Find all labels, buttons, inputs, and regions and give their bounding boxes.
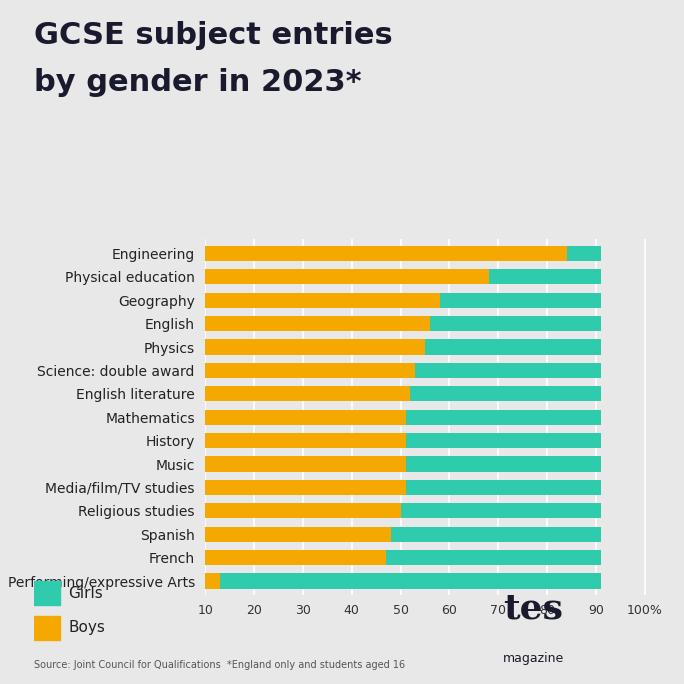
Bar [567, 246, 601, 261]
Bar [205, 527, 391, 542]
Bar [205, 503, 401, 518]
FancyBboxPatch shape [34, 581, 60, 605]
Text: Source: Joint Council for Qualifications  *England only and students aged 16: Source: Joint Council for Qualifications… [34, 660, 406, 670]
Bar [415, 363, 601, 378]
Bar [391, 527, 601, 542]
Bar [205, 363, 415, 378]
Bar [205, 456, 406, 472]
Text: Boys: Boys [68, 620, 105, 635]
Bar [205, 573, 220, 589]
Bar [401, 503, 601, 518]
Bar [205, 433, 406, 448]
Bar [205, 339, 425, 354]
Bar [410, 386, 601, 402]
Bar [205, 410, 406, 425]
Text: by gender in 2023*: by gender in 2023* [34, 68, 362, 97]
Bar [205, 480, 406, 495]
Bar [430, 316, 601, 331]
Bar [440, 293, 601, 308]
Bar [205, 386, 410, 402]
Bar [406, 410, 601, 425]
Text: tes: tes [503, 592, 564, 626]
Bar [386, 550, 601, 565]
Bar [406, 480, 601, 495]
Text: Girls: Girls [68, 586, 103, 601]
Bar [488, 269, 601, 285]
Text: magazine: magazine [503, 652, 564, 665]
Bar [205, 293, 440, 308]
Bar [406, 433, 601, 448]
Bar [220, 573, 601, 589]
Bar [205, 246, 567, 261]
Bar [406, 456, 601, 472]
Bar [205, 316, 430, 331]
Bar [425, 339, 601, 354]
FancyBboxPatch shape [34, 616, 60, 640]
Text: GCSE subject entries: GCSE subject entries [34, 21, 393, 49]
Bar [205, 550, 386, 565]
Bar [205, 269, 488, 285]
